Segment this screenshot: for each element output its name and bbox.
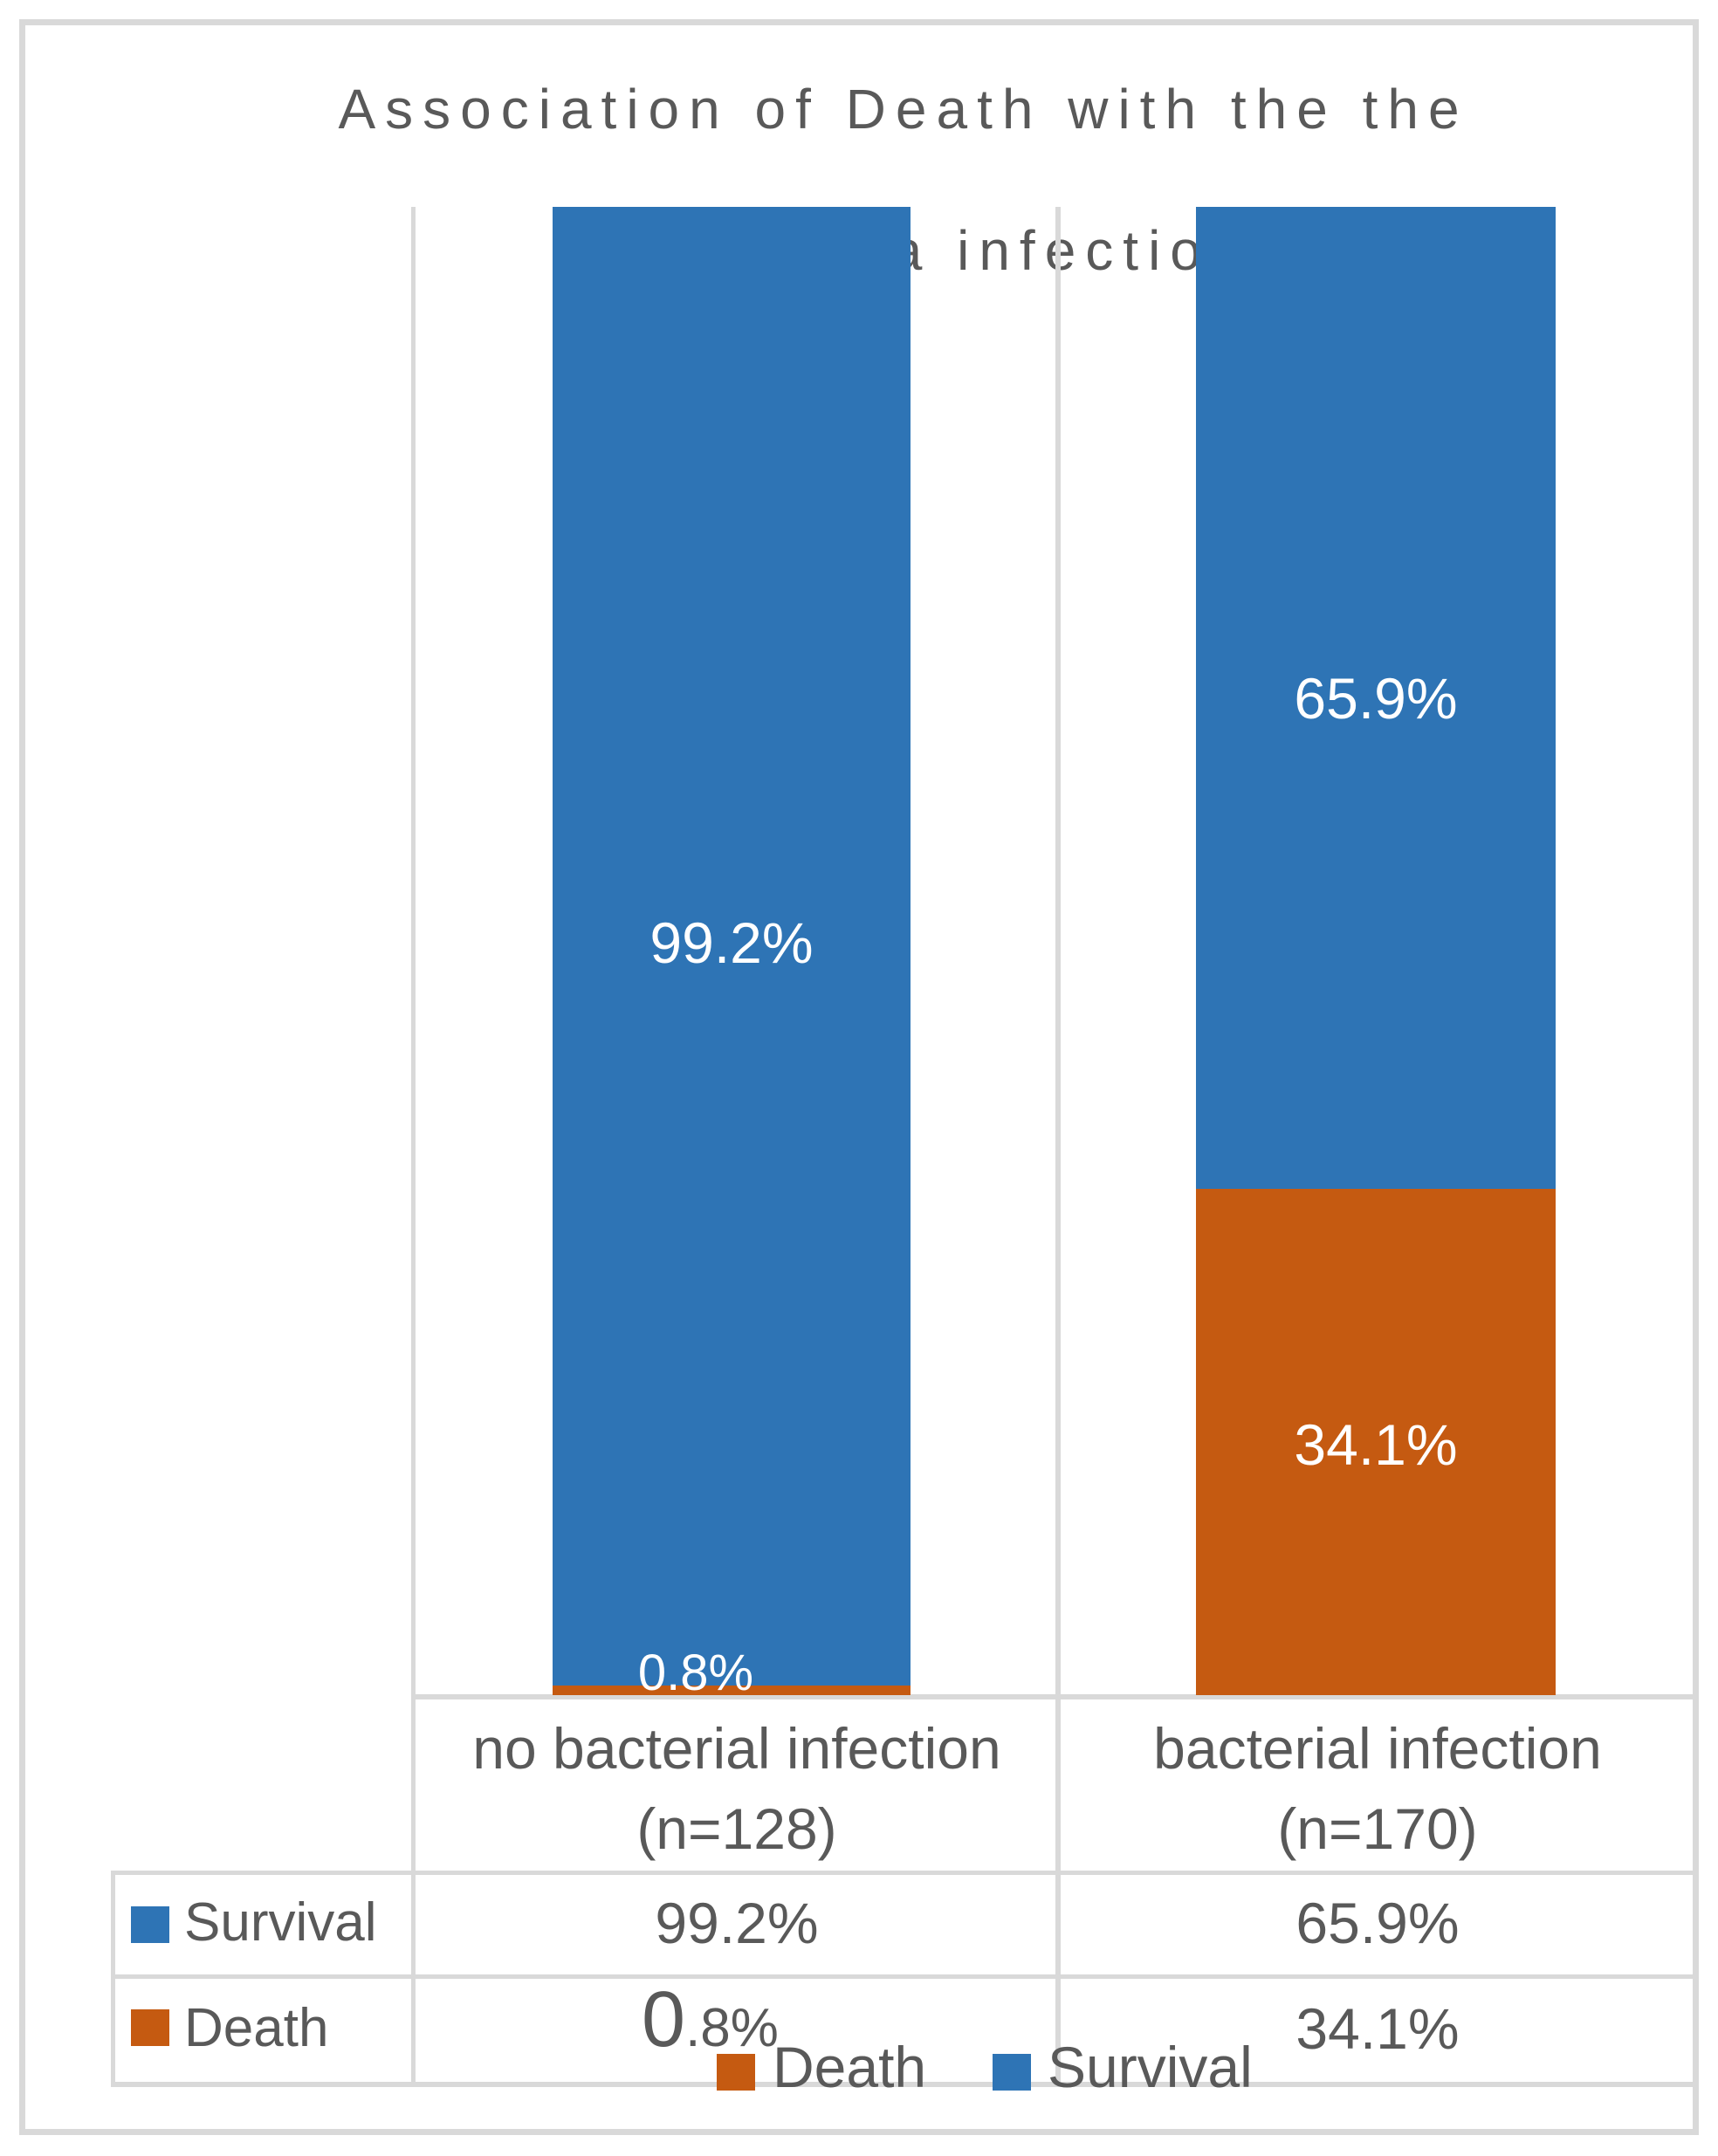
table-key-death-label: Death: [184, 1998, 329, 2058]
bar-infection-death-segment: [1196, 1189, 1556, 1695]
table-cell-death-zero: 0: [642, 1976, 686, 2063]
bar-infection-survival-segment: [1196, 207, 1556, 1189]
category-label-no-infection: no bacterial infection (n=128): [416, 1708, 1058, 1869]
table-cell-death-infection: 34.1%: [1295, 1995, 1460, 2061]
legend-death-label: Death: [773, 2035, 927, 2099]
data-label-no-infection-death: 0.8%: [637, 1644, 754, 1701]
legend-death-swatch: [717, 2054, 755, 2091]
table-cell-death-rest: .8%: [685, 1998, 779, 2058]
table-key-survival-label: Survival: [184, 1892, 377, 1953]
legend-survival-label: Survival: [1048, 2035, 1253, 2099]
gridline-vertical-left: [411, 207, 416, 2087]
table-cell-survival-no-infection: 99.2%: [655, 1890, 819, 1955]
gridline-vertical-middle: [1055, 207, 1061, 2087]
chart-title-line1: Association of Death with the the: [338, 78, 1469, 141]
category-label-infection: bacterial infection (n=170): [1062, 1708, 1693, 1869]
category-label-infection-line2: (n=170): [1277, 1796, 1478, 1861]
category-label-no-infection-line2: (n=128): [636, 1796, 837, 1861]
bar-no-infection-survival-segment: [553, 207, 911, 1686]
data-label-infection-survival: 65.9%: [1294, 666, 1458, 731]
bar-no-infection-death-segment: [553, 1686, 911, 1695]
data-label-no-infection-survival: 99.2%: [649, 910, 814, 975]
table-border-top: [111, 1871, 1693, 1875]
category-axis-line: [411, 1694, 1693, 1699]
table-cell-death-no-infection: 0.8%: [642, 1981, 779, 2059]
category-label-no-infection-line1: no bacterial infection: [472, 1716, 1001, 1781]
legend-survival-swatch: [993, 2054, 1031, 2091]
category-label-infection-line1: bacterial infection: [1153, 1716, 1602, 1781]
data-label-infection-death: 34.1%: [1294, 1412, 1458, 1477]
table-border-middle: [111, 1974, 1693, 1979]
table-left-border: [111, 1871, 115, 2087]
table-border-bottom: [111, 2082, 1693, 2087]
table-key-death-swatch: [131, 2009, 169, 2046]
table-cell-survival-infection: 65.9%: [1295, 1890, 1460, 1955]
table-key-survival-swatch: [131, 1906, 169, 1943]
